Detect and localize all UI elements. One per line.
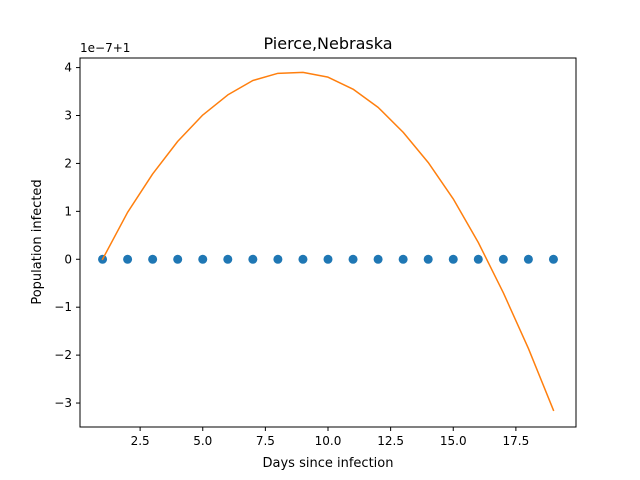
data-point	[223, 254, 233, 264]
data-point	[423, 254, 433, 264]
data-point	[323, 254, 333, 264]
plot-marks	[98, 71, 558, 412]
data-point	[548, 254, 558, 264]
data-point	[148, 254, 158, 264]
y-axis-label: Population infected	[30, 179, 45, 304]
x-tick-label: 5.0	[193, 434, 212, 448]
data-point	[523, 254, 533, 264]
x-tick-label: 7.5	[256, 434, 275, 448]
y-tick-label: 3	[64, 109, 72, 123]
data-point	[298, 254, 308, 264]
data-point	[248, 254, 258, 264]
x-tick-label: 10.0	[315, 434, 342, 448]
data-point	[448, 254, 458, 264]
data-point	[198, 254, 208, 264]
y-tick-label: 1	[64, 204, 72, 218]
data-point	[498, 254, 508, 264]
data-point	[373, 254, 383, 264]
data-point	[173, 254, 183, 264]
data-point	[473, 254, 483, 264]
y-tick-label: 4	[64, 61, 72, 75]
x-tick-label: 12.5	[377, 434, 404, 448]
data-point	[123, 254, 133, 264]
axis-ticks: 2.5 5.0 7.5 10.0 12.5 15.0 17.5 −3 −2 −1 0 1 2 3 4	[54, 61, 529, 448]
y-tick-label: 2	[64, 156, 72, 170]
y-tick-label: −2	[54, 348, 72, 362]
offset-label: 1e−7+1	[80, 41, 130, 55]
plot-frame	[79, 57, 577, 428]
x-tick-label: 17.5	[503, 434, 530, 448]
data-point	[273, 254, 283, 264]
x-tick-label: 2.5	[131, 434, 150, 448]
x-axis-label: Days since infection	[263, 456, 394, 471]
data-point	[348, 254, 358, 264]
series-line	[101, 71, 555, 412]
y-tick-label: −1	[54, 300, 72, 314]
x-tick-label: 15.0	[440, 434, 467, 448]
y-tick-label: 0	[64, 252, 72, 266]
chart-title: Pierce,Nebraska	[263, 34, 392, 53]
y-tick-label: −3	[54, 396, 72, 410]
data-point	[398, 254, 408, 264]
